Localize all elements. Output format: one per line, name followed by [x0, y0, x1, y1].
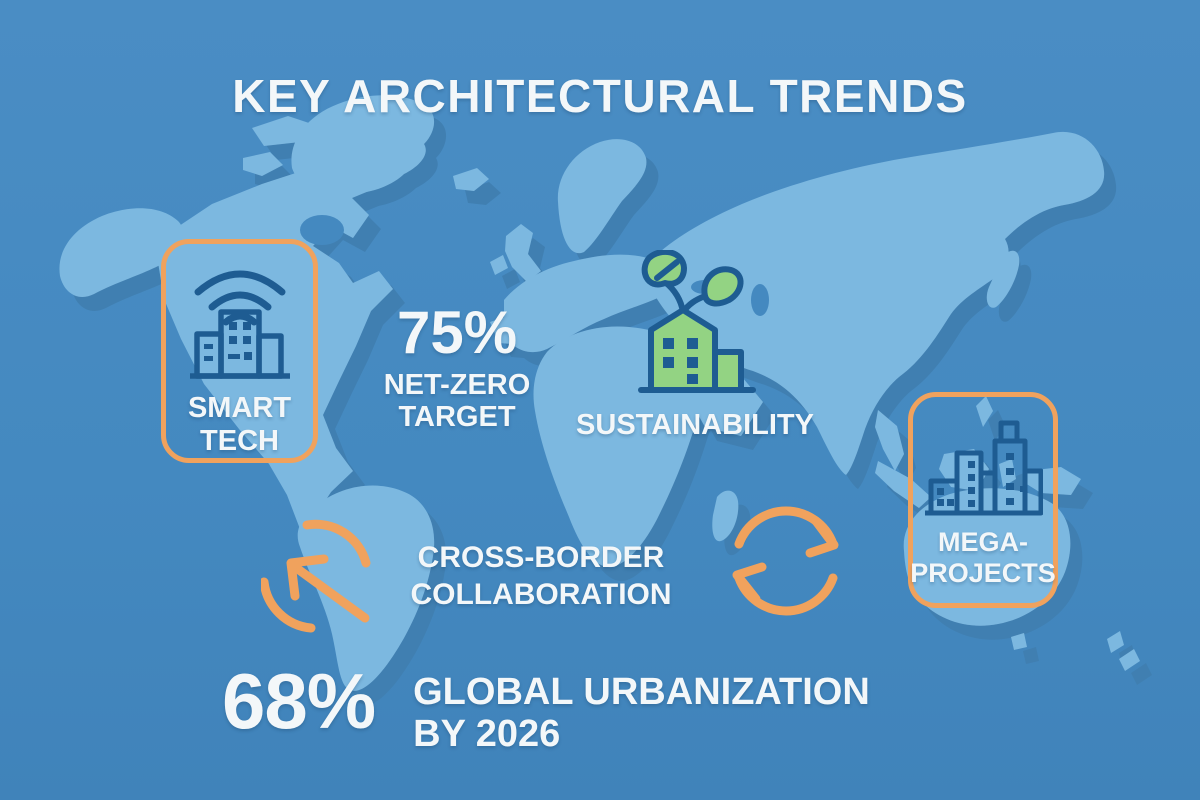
cycle-arrow-icon [261, 519, 371, 633]
mega-projects-label-line2: PROJECTS [910, 557, 1056, 588]
sync-arrows-icon [732, 506, 839, 616]
urbanization-stat: 68% GLOBAL URBANIZATION BY 2026 [222, 662, 870, 756]
net-zero-value: 75% [396, 299, 518, 366]
smart-tech-label-line2: TECH [200, 424, 279, 457]
skyline-icon [925, 420, 1043, 516]
continents [59, 95, 1140, 691]
urbanization-label-line1: GLOBAL URBANIZATION [413, 671, 870, 713]
net-zero-label: NET-ZERO TARGET [374, 369, 540, 434]
smart-tech-card: SMART TECH [161, 239, 318, 463]
eco-building-windows [663, 338, 698, 384]
page-title: KEY ARCHITECTURAL TRENDS [232, 69, 968, 122]
buildings-icon [189, 309, 290, 379]
smart-tech-label-line1: SMART [187, 392, 292, 424]
collaboration-label-line2: COLLABORATION [410, 577, 672, 611]
building-wifi-icon [189, 270, 290, 379]
net-zero-label-line2: TARGET [398, 401, 516, 434]
net-zero-label-line1: NET-ZERO [383, 369, 531, 401]
collaboration-label: CROSS-BORDER COLLABORATION [406, 540, 676, 613]
collaboration-label-line1: CROSS-BORDER [417, 541, 665, 574]
urbanization-label-line2: BY 2026 [413, 712, 561, 755]
sustainability-label: SUSTAINABILITY [576, 409, 814, 441]
urbanization-value: 68% [222, 657, 376, 745]
smart-tech-label: SMART TECH [188, 392, 291, 458]
urbanization-label: GLOBAL URBANIZATION BY 2026 [413, 671, 870, 756]
building-windows [203, 322, 252, 361]
mega-projects-label: MEGA- PROJECTS [910, 527, 1056, 588]
leaves-icon [641, 250, 744, 315]
skyline-buildings [925, 420, 1043, 516]
net-zero-stat: 75% NET-ZERO TARGET [374, 303, 540, 434]
skyline-windows [937, 453, 1026, 507]
mega-projects-card: MEGA- PROJECTS [908, 392, 1058, 608]
wifi-icon [194, 270, 285, 326]
eco-building-icon [638, 250, 756, 393]
mega-projects-label-line1: MEGA- [938, 527, 1028, 557]
